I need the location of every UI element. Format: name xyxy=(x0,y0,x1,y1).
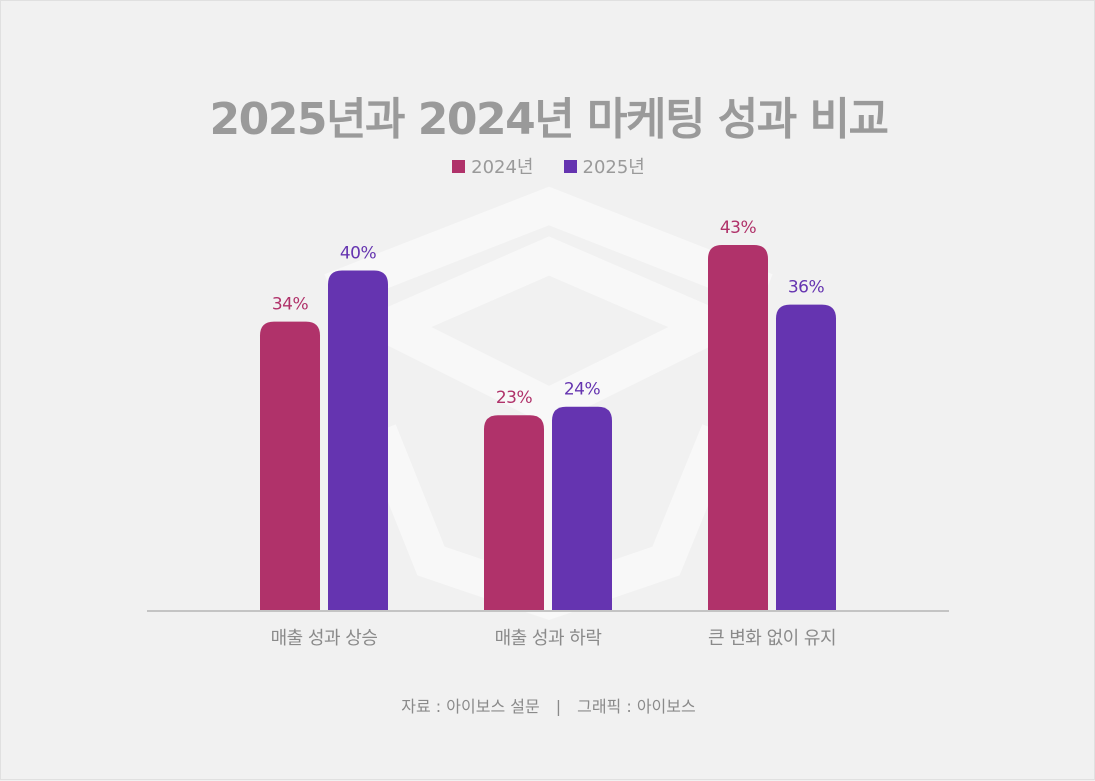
data-label-2025-1: 24% xyxy=(564,380,601,400)
source-divider: | xyxy=(555,697,562,716)
category-label-0: 매출 성과 상승 xyxy=(271,628,378,649)
bar-2025-0 xyxy=(328,270,388,611)
legend-swatch-2024 xyxy=(452,159,466,173)
bar-2024-1 xyxy=(484,415,544,611)
legend-item-2024: 2024년 xyxy=(452,153,534,179)
legend-label-2024: 2024년 xyxy=(471,157,534,178)
bar-2025-1 xyxy=(552,406,612,611)
source-text: 자료 : 아이보스 설문 xyxy=(401,697,540,716)
data-label-2025-0: 40% xyxy=(340,244,377,264)
category-label-2: 큰 변화 없이 유지 xyxy=(708,628,836,649)
bar-2025-2 xyxy=(776,304,836,611)
data-label-2024-1: 23% xyxy=(496,388,533,408)
data-label-2024-2: 43% xyxy=(720,218,757,238)
legend: 2024년 2025년 xyxy=(1,153,1095,179)
source-credit: 자료 : 아이보스 설문 | 그래픽 : 아이보스 xyxy=(1,693,1095,717)
bar-2024-0 xyxy=(260,321,320,611)
bar-2024-2 xyxy=(708,245,768,611)
graphic-credit-text: 그래픽 : 아이보스 xyxy=(577,697,696,716)
legend-label-2025: 2025년 xyxy=(582,157,645,178)
legend-item-2025: 2025년 xyxy=(563,153,645,179)
legend-swatch-2025 xyxy=(563,159,577,173)
data-label-2025-2: 36% xyxy=(788,278,825,298)
category-label-1: 매출 성과 하락 xyxy=(495,628,602,649)
chart-title: 2025년과 2024년 마케팅 성과 비교 xyxy=(209,94,890,145)
data-label-2024-0: 34% xyxy=(272,295,309,315)
